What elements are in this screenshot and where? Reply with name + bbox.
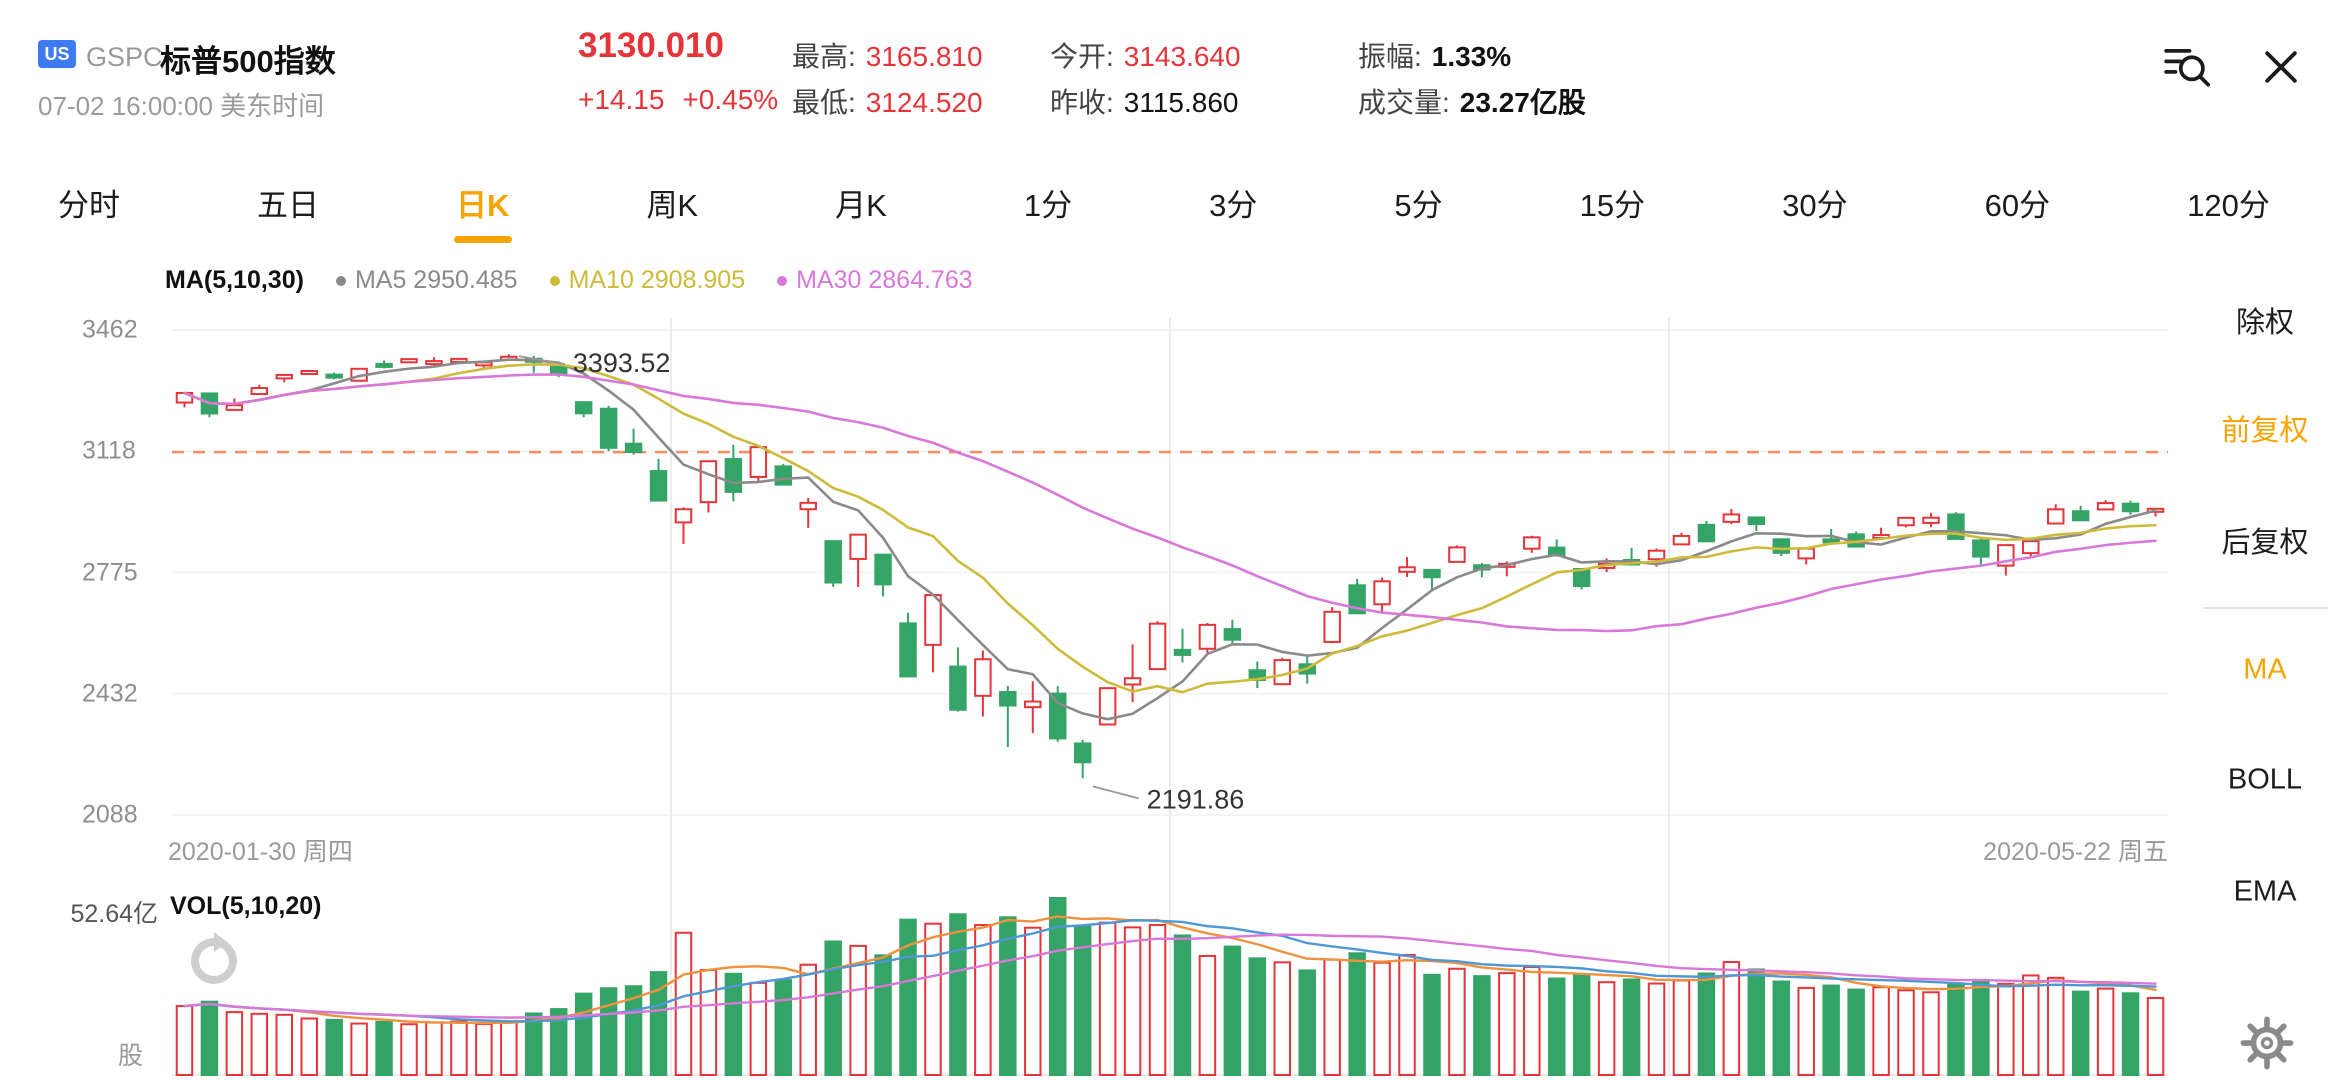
sidebar-divider xyxy=(2204,607,2328,609)
symbol: GSPC xyxy=(86,42,163,72)
volume-indicator-label: VOL(5,10,20) xyxy=(170,892,322,920)
y-axis-tick: 3118 xyxy=(82,436,136,465)
tab-15min[interactable]: 15分 xyxy=(1579,188,1646,223)
tab-intraday[interactable]: 分时 xyxy=(58,188,120,223)
high-label: 最高: xyxy=(792,41,856,72)
adjust-forward-option[interactable]: 前复权 xyxy=(2221,415,2309,447)
market-badge: US xyxy=(38,40,76,68)
stock-search-icon[interactable] xyxy=(2158,38,2214,99)
indicator-boll-option[interactable]: BOLL xyxy=(2227,763,2303,796)
ma10-value: MA10 2908.905 xyxy=(568,266,746,294)
tab-120min[interactable]: 120分 xyxy=(2187,188,2270,223)
svg-text:3393.52: 3393.52 xyxy=(573,348,671,378)
adjust-none-option[interactable]: 除权 xyxy=(2235,307,2294,339)
x-axis-date-right: 2020-05-22 周五 xyxy=(1983,838,2168,866)
ma-legend: MA(5,10,30) MA5 2950.485 MA10 2908.905 M… xyxy=(165,266,973,295)
close-icon[interactable] xyxy=(2258,44,2304,95)
ma10-dot-icon xyxy=(549,275,560,286)
tab-weekly-k[interactable]: 周K xyxy=(646,188,699,223)
volume-label: 成交量: xyxy=(1358,87,1450,118)
tab-60min[interactable]: 60分 xyxy=(1984,188,2051,223)
adjust-backward-option[interactable]: 后复权 xyxy=(2221,527,2309,559)
tab-daily-k[interactable]: 日K xyxy=(450,170,515,247)
volume-value: 23.27亿股 xyxy=(1459,87,1586,118)
price-change-pct: +0.45% xyxy=(682,84,779,115)
tab-3min[interactable]: 3分 xyxy=(1209,188,1258,223)
ma30-dot-icon xyxy=(777,275,788,286)
y-axis-tick: 2088 xyxy=(82,800,138,829)
price-change-row: +14.15 +0.45% xyxy=(578,84,778,116)
open-label: 今开: xyxy=(1050,41,1114,72)
high-low-block: 最高: 3165.810 最低: 3124.520 xyxy=(792,34,983,126)
tab-30min[interactable]: 30分 xyxy=(1782,188,1848,223)
stock-name: 标普500指数 xyxy=(160,44,336,79)
high-value: 3165.810 xyxy=(865,41,983,72)
indicator-ma-option[interactable]: MA xyxy=(2243,653,2287,686)
open-value: 3143.640 xyxy=(1123,41,1241,72)
ma10-legend: MA10 2908.905 xyxy=(549,266,746,295)
prev-close-value: 3115.860 xyxy=(1123,87,1239,118)
tab-monthly-k[interactable]: 月K xyxy=(835,188,887,223)
x-axis-date-left: 2020-01-30 周四 xyxy=(168,838,353,866)
ma-legend-title: MA(5,10,30) xyxy=(165,266,304,294)
ma5-dot-icon xyxy=(335,275,346,286)
ma5-value: MA5 2950.485 xyxy=(354,266,518,294)
ma30-legend: MA30 2864.763 xyxy=(777,266,973,295)
y-axis-tick: 3462 xyxy=(82,315,138,344)
low-label: 最低: xyxy=(792,87,856,118)
refresh-icon[interactable] xyxy=(175,922,253,1005)
quote-datetime: 07-02 16:00:00 美东时间 xyxy=(38,91,325,121)
last-price: 3130.010 xyxy=(578,26,724,65)
chart-options-sidebar: 除权 前复权 后复权 MA BOLL EMA xyxy=(2190,0,2340,1080)
volume-scale-max: 52.64亿 xyxy=(70,900,158,928)
settings-gear-icon[interactable] xyxy=(2240,1016,2294,1075)
indicator-ema-option[interactable]: EMA xyxy=(2233,875,2297,908)
volume-unit-label: 股 xyxy=(118,1042,144,1070)
tab-5min[interactable]: 5分 xyxy=(1394,188,1443,223)
ma5-legend: MA5 2950.485 xyxy=(335,266,518,295)
amplitude-value: 1.33% xyxy=(1431,41,1512,72)
open-prevclose-block: 今开: 3143.640 昨收: 3115.860 xyxy=(1050,34,1241,126)
y-axis-tick: 2432 xyxy=(82,679,138,708)
svg-text:2191.86: 2191.86 xyxy=(1147,784,1245,814)
tab-1min[interactable]: 1分 xyxy=(1023,188,1073,223)
tab-5day[interactable]: 五日 xyxy=(257,188,320,223)
low-value: 3124.520 xyxy=(865,87,983,118)
amplitude-label: 振幅: xyxy=(1358,41,1422,72)
y-axis-tick: 2775 xyxy=(82,558,138,587)
period-tabbar: 分时 五日 日K 周K 月K 1分 3分 5分 15分 30分 60分 120分 xyxy=(52,170,2276,248)
prev-close-label: 昨收: xyxy=(1050,87,1114,118)
price-change: +14.15 xyxy=(578,84,665,115)
amplitude-volume-block: 振幅: 1.33% 成交量: 23.27亿股 xyxy=(1358,34,1586,126)
ma30-value: MA30 2864.763 xyxy=(796,266,973,294)
